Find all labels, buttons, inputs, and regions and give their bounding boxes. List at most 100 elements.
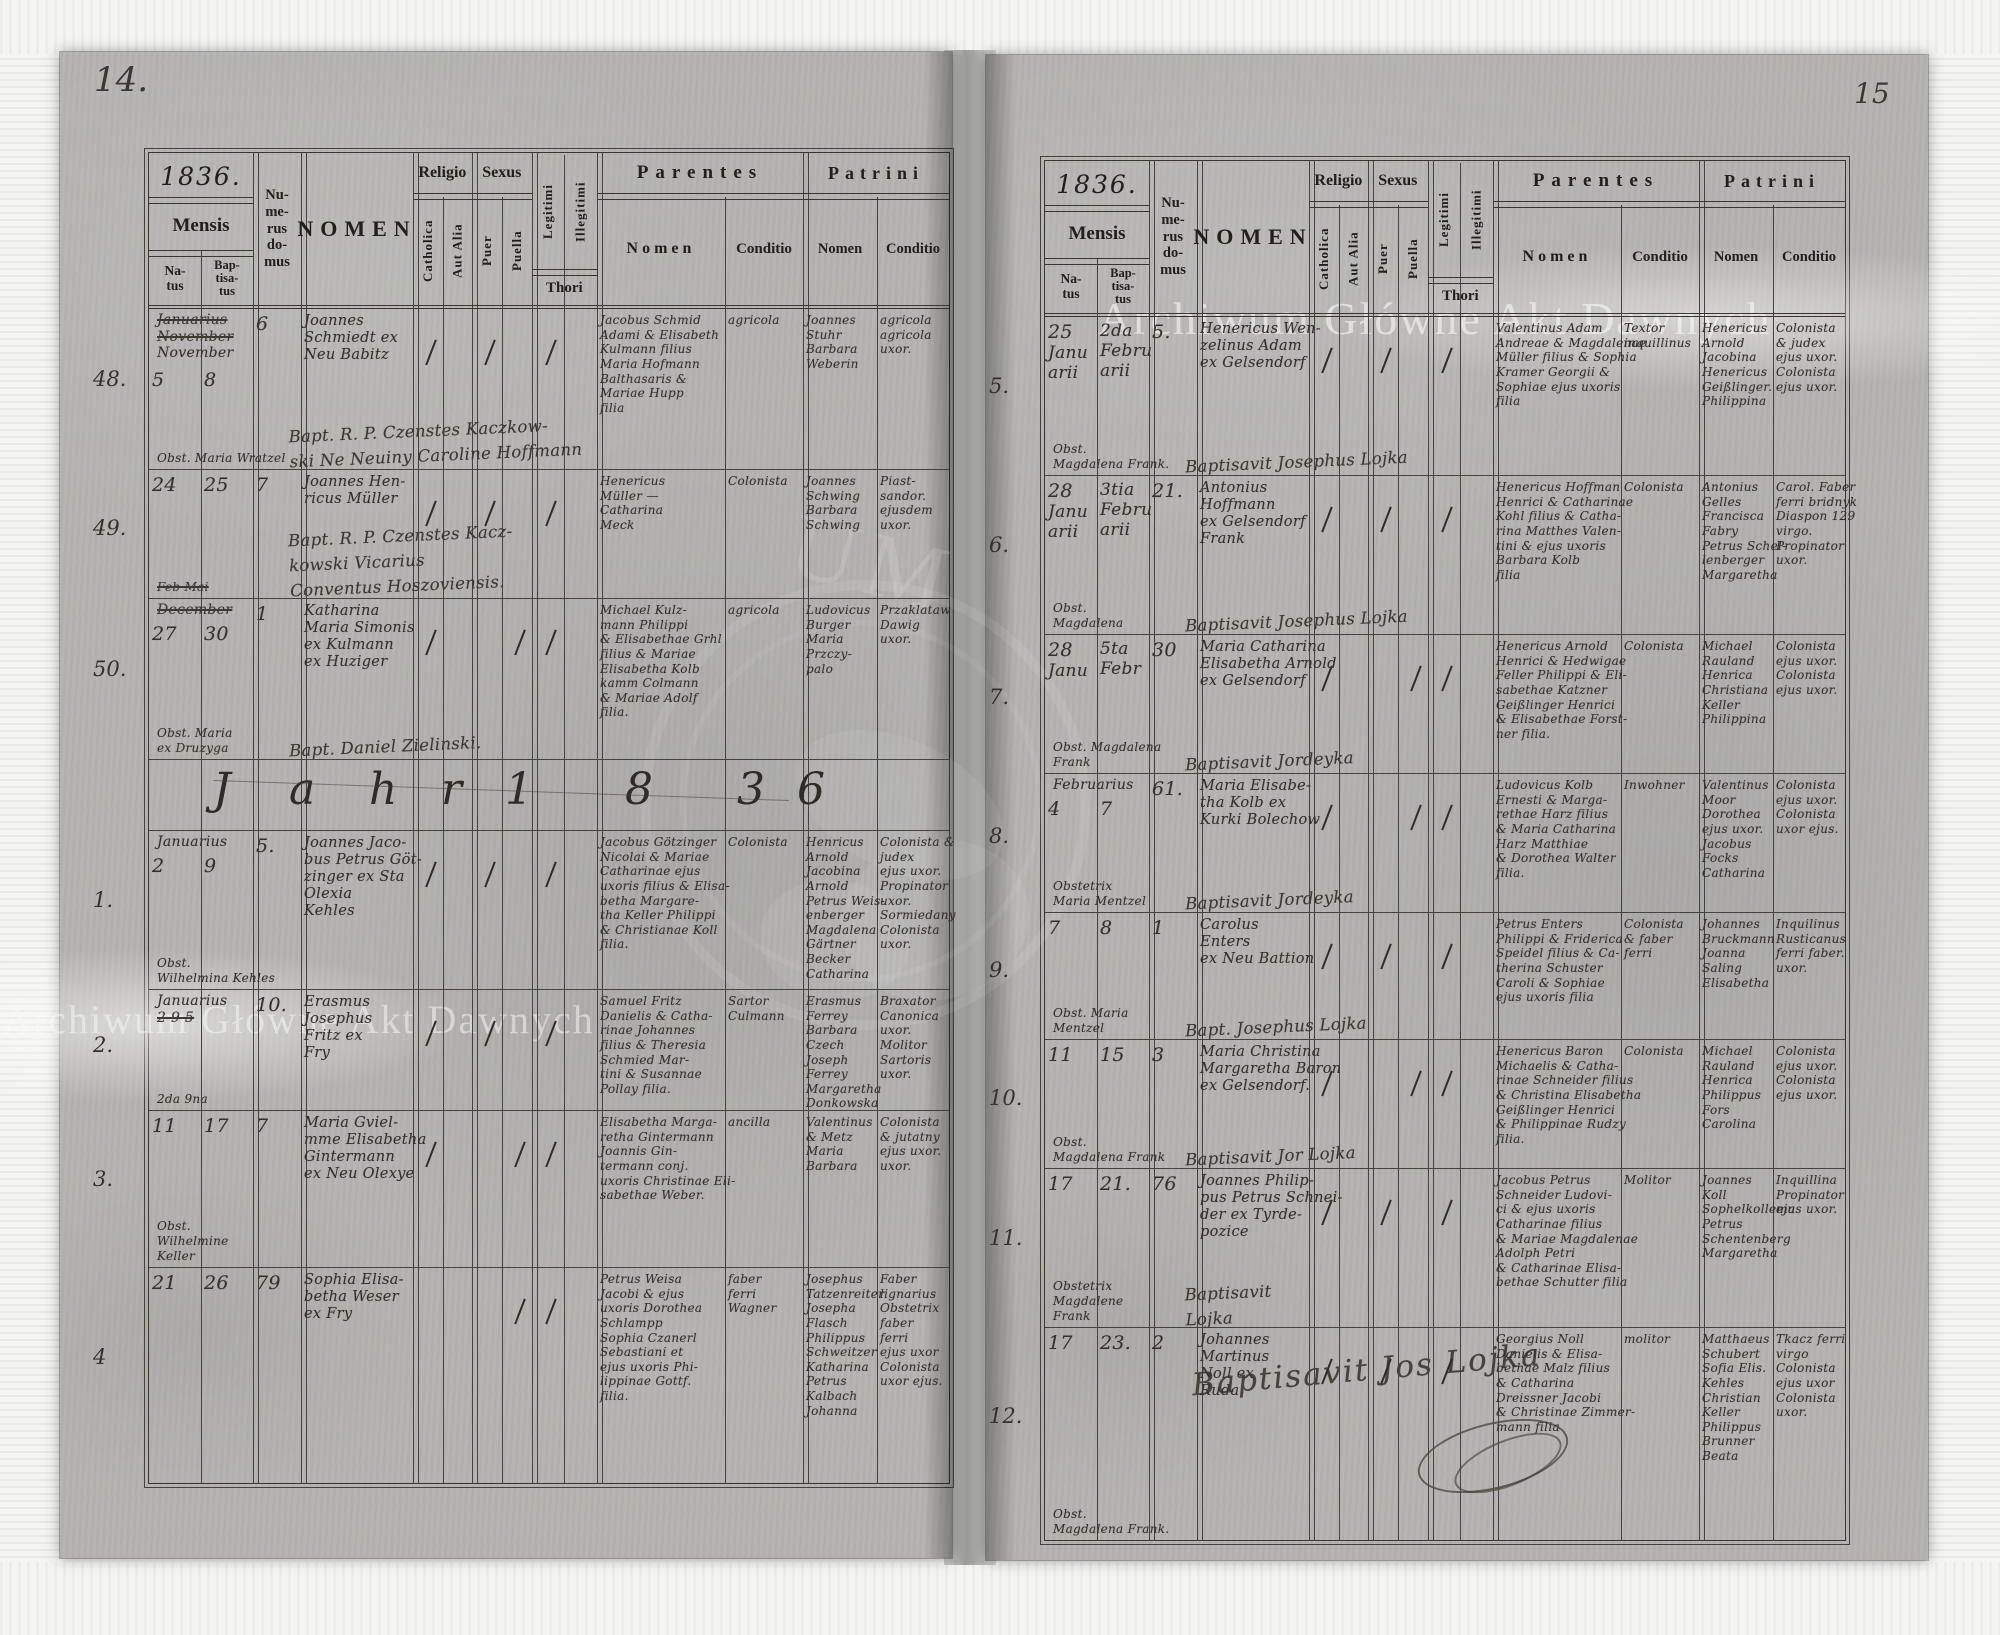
- row-number: 12.: [989, 1404, 1023, 1429]
- obstetrix-note: Obst. Maria Mentzel: [1053, 1006, 1201, 1036]
- handwritten-line: 21.: [1152, 480, 1184, 502]
- handwritten-line: bus Petrus Göt-: [304, 852, 423, 869]
- header-parentes: Parentes: [636, 162, 764, 183]
- header-thori: Thori: [546, 279, 583, 296]
- row-number: 10.: [989, 1086, 1023, 1111]
- tally-slash-mark: [1440, 665, 1453, 692]
- cell-parentes-nomen: Michael Kulz-mann Philippi & Elisabethae …: [597, 599, 731, 759]
- handwritten-line: uxor ejus.: [1776, 821, 1839, 836]
- handwritten-line: uxor.: [880, 517, 912, 532]
- page-number: 15: [1854, 77, 1890, 110]
- header-patrini-nomen: Nomen: [1713, 248, 1759, 265]
- handwritten-line: ejus uxor.: [1776, 682, 1838, 697]
- cell-parentes-conditio: Colonista: [725, 470, 809, 598]
- handwritten-line: ex Gelsendorf: [1200, 514, 1306, 531]
- handwritten-line: ejus uxor.: [1776, 792, 1838, 807]
- cell-parentes-conditio: Colonista & faber ferri: [1621, 913, 1705, 1039]
- handwritten-line: Henrici & Catharinae: [1496, 494, 1634, 509]
- cell-numerus-domus: 5.: [253, 831, 307, 989]
- handwritten-line: Ferrey: [806, 1008, 848, 1023]
- handwritten-line: ex Huziger: [304, 654, 388, 671]
- register-row: 4 21 26 79 Sophia Elisa-betha Weser ex Fry Pet…: [93, 1267, 949, 1483]
- handwritten-line: Martinus: [1200, 1349, 1270, 1366]
- handwritten-line: Frank: [1053, 1309, 1091, 1323]
- cell-patrini-conditio: Colonista ejus uxor. Colonista ejus uxor.: [1773, 635, 1851, 773]
- header-puella: Puella: [1404, 238, 1420, 280]
- handwritten-line: Francisca: [1702, 509, 1765, 524]
- handwritten-line: Magdalena Frank.: [1053, 1522, 1170, 1536]
- handwritten-line: ex Kulmann: [304, 637, 394, 654]
- handwritten-line: Schneider Ludovi-: [1496, 1187, 1613, 1202]
- handwritten-line: uxor.: [1776, 553, 1808, 568]
- handwritten-line: Henrica: [1702, 1073, 1753, 1088]
- handwritten-line: 61.: [1152, 778, 1184, 800]
- cell-baptisatus: 5ta Febr: [1097, 635, 1155, 773]
- handwritten-line: Joannes: [304, 313, 364, 329]
- mark-cell-puer: [472, 831, 508, 989]
- month-note: Januarius: [157, 834, 269, 851]
- header-patrini-conditio: Conditio: [886, 240, 940, 257]
- row-number: 6.: [989, 532, 1010, 557]
- handwritten-line: agricola: [880, 313, 932, 327]
- handwritten-line: 4: [1048, 798, 1061, 820]
- cell-patrini-nomen: Joannes Koll Sophelkollema Petrus Schentenbe…: [1699, 1169, 1795, 1327]
- cell-parentes-conditio: agricola: [725, 309, 809, 469]
- handwritten-line: filia.: [600, 937, 629, 952]
- cell-nomen: Henericus Wen-zelinus Adam ex Gelsendorf: [1197, 317, 1321, 475]
- handwritten-line: Samuel Fritz: [600, 994, 682, 1008]
- handwritten-line: pus Petrus Schnei-: [1200, 1190, 1343, 1207]
- handwritten-line: 30: [204, 623, 229, 645]
- handwritten-line: 8: [1100, 917, 1113, 939]
- handwritten-line: filia.: [1496, 865, 1525, 880]
- cell-nomen: Joannes Schmiedt ex Neu Babitz: [301, 309, 419, 469]
- handwritten-line: Sophiae ejus uxoris: [1496, 379, 1621, 394]
- cell-natus: 4: [1045, 774, 1103, 912]
- handwritten-line: ex Gelsendorf: [1200, 673, 1306, 690]
- handwritten-line: Henericus: [600, 474, 666, 488]
- column-rule: [1367, 161, 1375, 1540]
- handwritten-line: Petrus: [1702, 1216, 1743, 1231]
- handwritten-line: 17: [1048, 1332, 1073, 1354]
- handwritten-line: arii: [1100, 520, 1131, 541]
- handwritten-line: ferri: [728, 1286, 757, 1301]
- cell-patrini-conditio: Colonista ejus uxor. Colonista uxor ejus.: [1773, 774, 1851, 912]
- register-row: 12. Obst. Magdalena Frank. 17 23. 2 Johannes Ma…: [989, 1327, 1846, 1540]
- handwritten-line: Tkacz ferri: [1776, 1332, 1846, 1346]
- header-patrini-nomen: Nomen: [817, 240, 863, 257]
- handwritten-line: Beata: [1702, 1449, 1739, 1463]
- handwritten-line: Ludovicus Kolb: [1496, 778, 1594, 792]
- handwritten-line: Wilhelmine: [157, 1234, 229, 1248]
- cell-baptisatus: 3tia Febru arii: [1097, 476, 1155, 634]
- tally-slash-mark: [1379, 1199, 1392, 1226]
- handwritten-line: Danielis & Catha-: [600, 1008, 713, 1023]
- handwritten-line: Obst. Maria: [1053, 1006, 1129, 1020]
- handwritten-line: tha Kolb ex: [1200, 795, 1287, 812]
- cell-nomen: Antonius Hoffmann ex Gelsendorf Frank: [1197, 476, 1315, 634]
- handwritten-line: Philippina: [1702, 712, 1767, 727]
- handwritten-line: filia: [1496, 567, 1521, 582]
- handwritten-line: ejus uxor.: [880, 864, 942, 879]
- handwritten-line: Magdalena Frank.: [1053, 457, 1170, 471]
- header-legitimi: Legitimi: [539, 184, 555, 240]
- tally-slash-mark: [1440, 804, 1453, 831]
- cell-parentes-conditio: faber ferri Wagner: [725, 1268, 809, 1483]
- handwritten-line: der ex Tyrde-: [1200, 1207, 1303, 1224]
- handwritten-line: Feller Philippi & Eli-: [1496, 668, 1628, 683]
- mark-cell-cath: [413, 990, 449, 1110]
- cell-patrini-nomen: Michael Rauland Henrica Philippus Fors Caroli…: [1699, 1040, 1779, 1168]
- cell-numerus-domus: 79: [253, 1268, 307, 1483]
- tally-slash-mark: [544, 1020, 557, 1047]
- handwritten-line: Henericus Hoffman: [1496, 480, 1621, 494]
- handwritten-line: Colonista: [1776, 321, 1836, 335]
- handwritten-line: Henericus: [1702, 364, 1768, 379]
- cell-patrini-conditio: Przaklataw Dawig uxor.: [877, 599, 955, 759]
- header-rule: [1493, 201, 1845, 208]
- cell-parentes-nomen: Samuel Fritz Danielis & Catha-rinae Johan…: [597, 990, 731, 1110]
- handwritten-line: Maria: [806, 632, 844, 647]
- handwritten-line: Josepha: [806, 1301, 856, 1316]
- header-catholica: Catholica: [420, 219, 435, 283]
- table-body: 5. Obst. Magdalena Frank. 25 Janu arii 2da Febr…: [989, 317, 1857, 1540]
- handwritten-line: ejus uxor.: [1776, 1202, 1838, 1217]
- handwritten-line: Catharina: [806, 966, 870, 981]
